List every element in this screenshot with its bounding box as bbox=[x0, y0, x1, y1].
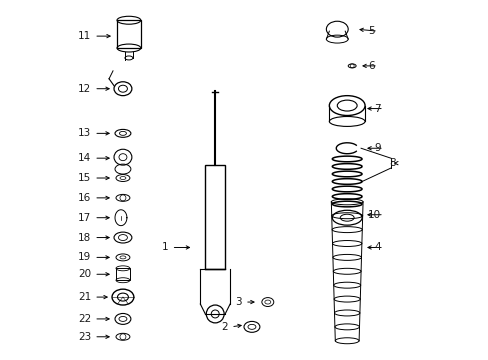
Text: 23: 23 bbox=[78, 332, 91, 342]
Text: 5: 5 bbox=[367, 26, 374, 36]
Bar bbox=[205, 165, 224, 269]
Text: 8: 8 bbox=[388, 158, 395, 168]
Bar bbox=[116, 268, 130, 280]
Text: 4: 4 bbox=[373, 243, 380, 252]
Text: 15: 15 bbox=[78, 173, 91, 183]
Text: 7: 7 bbox=[373, 104, 380, 113]
Text: 20: 20 bbox=[78, 269, 91, 279]
Text: 21: 21 bbox=[78, 292, 91, 302]
Text: 18: 18 bbox=[78, 233, 91, 243]
Text: 14: 14 bbox=[78, 153, 91, 163]
Bar bbox=[117, 20, 141, 48]
Text: 1: 1 bbox=[162, 243, 168, 252]
Text: 2: 2 bbox=[221, 322, 228, 332]
Text: 16: 16 bbox=[78, 193, 91, 203]
Text: 12: 12 bbox=[78, 84, 91, 94]
Text: 10: 10 bbox=[367, 210, 380, 220]
Text: 19: 19 bbox=[78, 252, 91, 262]
Text: 11: 11 bbox=[78, 31, 91, 41]
Text: 6: 6 bbox=[367, 61, 374, 71]
Text: 13: 13 bbox=[78, 129, 91, 138]
Text: 17: 17 bbox=[78, 213, 91, 223]
Text: 22: 22 bbox=[78, 314, 91, 324]
Text: 9: 9 bbox=[373, 143, 380, 153]
Text: 3: 3 bbox=[235, 297, 242, 307]
